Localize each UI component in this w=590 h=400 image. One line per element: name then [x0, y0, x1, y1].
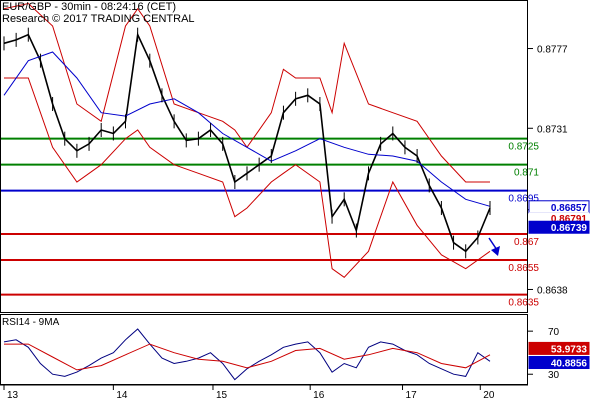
rsi-ytick-label-1: 70	[548, 327, 560, 338]
price-tag-label-0.86857: 0.86857	[551, 203, 588, 214]
xtick-label-13: 13	[7, 390, 19, 400]
level-label-0.8655: 0.8655	[508, 263, 539, 274]
level-label-0.8635: 0.8635	[508, 298, 539, 309]
level-label-0.8695: 0.8695	[508, 194, 539, 205]
xtick-label-15: 15	[216, 390, 228, 400]
price-tag-label-0.86791: 0.86791	[551, 214, 588, 225]
price-ytick-label-0: 0.8638	[537, 285, 568, 296]
rsi-ytick-label-0: 30	[548, 370, 560, 381]
rsi-tag-box-40.8856	[528, 356, 590, 370]
price-ytick-label-3: 0.8777	[537, 45, 568, 56]
projection-arrow	[488, 237, 500, 256]
price-ytick-label-2: 0.8731	[537, 124, 568, 135]
price-tag-box-0.86739	[528, 220, 590, 234]
series-ma	[3, 51, 491, 207]
rsi-series-rsi14	[3, 328, 491, 381]
level-label-0.8725: 0.8725	[508, 142, 539, 153]
price-tag-label-0.86739: 0.86739	[551, 223, 588, 234]
rsi-tag-label-40.8856: 40.8856	[551, 359, 588, 370]
xtick-label-16: 16	[313, 390, 325, 400]
rsi-series-9ma	[4, 343, 491, 371]
rsi-panel-frame	[0, 314, 528, 385]
level-label-0.867: 0.867	[514, 237, 539, 248]
xtick-label-14: 14	[116, 390, 128, 400]
chart-title: EUR/GBP - 30min - 08:24:16 (CET)	[2, 1, 177, 13]
xtick-label-20: 20	[483, 390, 495, 400]
rsi-title: RSI14 - 9MA	[2, 317, 60, 328]
series-bb-lower	[4, 77, 491, 278]
level-label-0.871: 0.871	[514, 168, 539, 179]
chart-copyright: Research © 2017 TRADING CENTRAL	[2, 13, 195, 25]
rsi-tag-label-53.9733: 53.9733	[551, 344, 588, 355]
xtick-label-17: 17	[406, 390, 418, 400]
rsi-tag-box-53.9733	[528, 341, 590, 355]
